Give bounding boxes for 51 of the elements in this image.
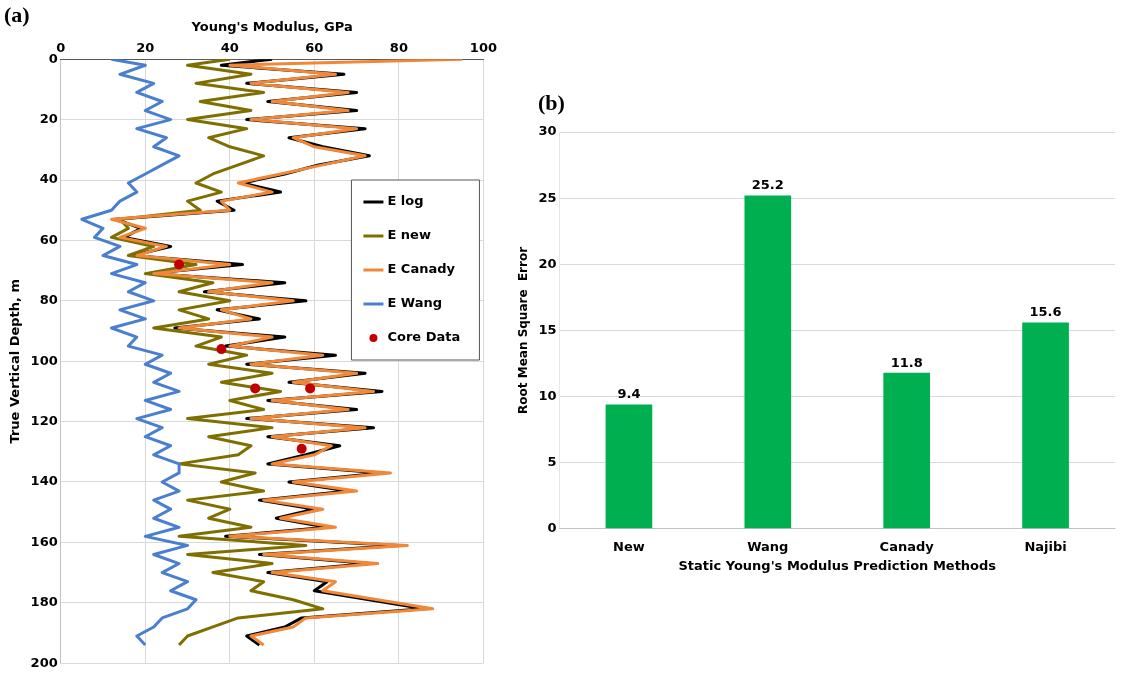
x-tick-label: 100: [469, 39, 497, 55]
y-axis-title: True Vertical Depth, m: [7, 278, 23, 444]
y-tick-label: 60: [39, 231, 58, 247]
x-tick-label: 40: [220, 39, 239, 55]
y-tick-label: 160: [30, 533, 58, 549]
data-label: 9.4: [617, 386, 641, 402]
point: [305, 383, 316, 394]
legend-label: Core Data: [387, 329, 461, 345]
x-tick-label: 80: [389, 39, 408, 55]
y-tick-label: 120: [30, 412, 58, 428]
y-tick-label: 80: [39, 292, 58, 308]
y-tick-label: 15: [538, 321, 557, 337]
x-tick-label: 60: [305, 39, 324, 55]
x-tick-label: 20: [136, 39, 155, 55]
y-tick-label: 180: [30, 594, 58, 610]
point: [296, 443, 307, 454]
x-tick-label: Najibi: [1024, 538, 1067, 554]
data-label: 11.8: [890, 354, 923, 370]
text: (b): [538, 90, 565, 116]
point: [174, 259, 185, 270]
x-tick-label: New: [613, 538, 645, 554]
x-axis-title: Static Young's Modulus Prediction Methods: [678, 557, 997, 573]
legend-label: E Wang: [387, 295, 443, 311]
bar: [1022, 322, 1069, 529]
data-label: 15.6: [1029, 304, 1062, 320]
y-axis-title: Root Mean Square Error: [516, 246, 531, 414]
y-tick-label: 200: [30, 654, 58, 670]
y-tick-label: 10: [538, 387, 557, 403]
legend-label: E log: [387, 193, 424, 209]
x-axis-title: Young's Modulus, GPa: [190, 19, 353, 35]
bar: [883, 372, 931, 529]
y-tick-label: 20: [538, 255, 557, 271]
y-tick-label: 0: [547, 520, 557, 536]
y-tick-label: 30: [538, 123, 557, 139]
y-tick-label: 40: [39, 171, 58, 187]
x-tick-label: Canady: [879, 538, 935, 554]
y-tick-label: 140: [30, 473, 58, 489]
point: [216, 344, 227, 355]
legend-label: E Canady: [387, 261, 456, 277]
x-tick-label: Wang: [747, 538, 789, 554]
legend-label: E new: [387, 227, 431, 243]
y-tick-label: 5: [547, 454, 557, 470]
bar: [605, 404, 653, 529]
y-tick-label: 25: [538, 189, 557, 205]
data-label: 25.2: [751, 177, 784, 193]
point: [250, 383, 261, 394]
bar: [744, 195, 792, 529]
y-tick-label: 0: [48, 50, 58, 66]
y-tick-label: 100: [30, 352, 58, 368]
y-tick-label: 20: [39, 110, 58, 126]
text: (a): [4, 2, 30, 28]
